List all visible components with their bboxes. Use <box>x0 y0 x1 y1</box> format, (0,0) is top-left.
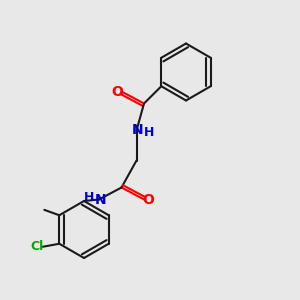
Text: H: H <box>144 126 154 140</box>
Text: Cl: Cl <box>30 240 44 253</box>
Text: O: O <box>142 193 154 206</box>
Text: O: O <box>111 85 123 98</box>
Text: N: N <box>95 193 106 206</box>
Text: H: H <box>84 190 94 204</box>
Text: N: N <box>132 124 144 137</box>
